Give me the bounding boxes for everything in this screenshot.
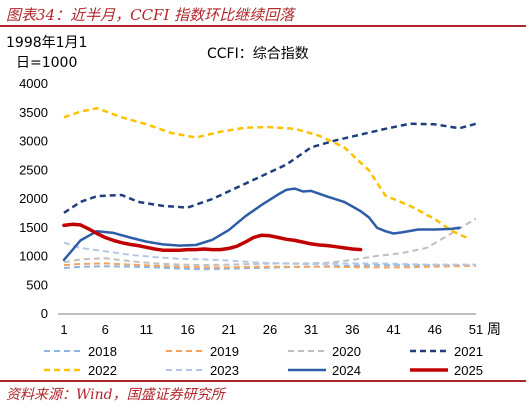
footer-divider bbox=[0, 380, 526, 382]
legend-label-2018: 2018 bbox=[88, 344, 117, 359]
chart-labels: 1998年1月1 日=1000 CCFI：综合指数 周 bbox=[6, 35, 501, 338]
legend: 2018 2019 2020 2021 2022 2023 2024 2025 bbox=[44, 344, 483, 378]
legend-label-2024: 2024 bbox=[332, 363, 361, 378]
y-tick-label: 3000 bbox=[19, 134, 48, 149]
x-tick-label: 26 bbox=[263, 322, 277, 337]
chart-title: CCFI：综合指数 bbox=[207, 46, 309, 62]
y-tick-label: 500 bbox=[26, 277, 48, 292]
x-tick-label: 41 bbox=[386, 322, 400, 337]
y-axis-label-line1: 1998年1月1 bbox=[6, 35, 87, 51]
x-tick-label: 1 bbox=[60, 322, 67, 337]
x-tick-label: 16 bbox=[180, 322, 194, 337]
header-divider bbox=[0, 25, 526, 27]
y-tick-label: 2000 bbox=[19, 191, 48, 206]
legend-label-2025: 2025 bbox=[454, 363, 483, 378]
legend-label-2019: 2019 bbox=[210, 344, 239, 359]
y-tick-label: 0 bbox=[41, 306, 48, 321]
legend-label-2022: 2022 bbox=[88, 363, 117, 378]
series-line-2024 bbox=[62, 187, 461, 262]
ccfi-line-chart: 1998年1月1 日=1000 CCFI：综合指数 周 0 500 1000 1500… bbox=[6, 35, 501, 378]
legend-label-2021: 2021 bbox=[454, 344, 483, 359]
series-line-2021 bbox=[63, 122, 477, 214]
x-tick-label: 11 bbox=[140, 322, 154, 337]
y-tick-label: 3500 bbox=[19, 105, 48, 120]
header: 图表34：近半月，CCFI 指数环比继续回落 bbox=[0, 0, 526, 27]
x-tick-label: 6 bbox=[102, 322, 109, 337]
x-tick-label: 21 bbox=[222, 322, 236, 337]
y-axis-label-line2: 日=1000 bbox=[16, 55, 77, 71]
y-axis: 0 500 1000 1500 2000 2500 3000 3500 4000 bbox=[19, 76, 48, 321]
y-tick-label: 2500 bbox=[19, 162, 48, 177]
series-line-2019 bbox=[63, 262, 477, 269]
x-tick-label: 31 bbox=[304, 322, 318, 337]
x-tick-label: 46 bbox=[428, 322, 442, 337]
series-lines bbox=[62, 106, 477, 271]
series-line-2025 bbox=[62, 222, 363, 252]
figure-title: 图表34：近半月，CCFI 指数环比继续回落 bbox=[6, 6, 295, 24]
series-line-2023 bbox=[63, 241, 476, 266]
x-axis-label: 周 bbox=[487, 322, 501, 338]
x-axis: 1 6 11 16 21 26 31 36 41 46 51 bbox=[60, 322, 483, 337]
x-tick-label: 36 bbox=[345, 322, 359, 337]
series-line-2022 bbox=[63, 106, 469, 240]
y-tick-label: 4000 bbox=[19, 76, 48, 91]
source-note: 资料来源：Wind，国盛证券研究所 bbox=[6, 387, 225, 403]
y-tick-label: 1000 bbox=[19, 249, 48, 264]
legend-label-2020: 2020 bbox=[332, 344, 361, 359]
legend-label-2023: 2023 bbox=[210, 363, 239, 378]
x-tick-label: 51 bbox=[469, 322, 483, 337]
y-tick-label: 1500 bbox=[19, 220, 48, 235]
